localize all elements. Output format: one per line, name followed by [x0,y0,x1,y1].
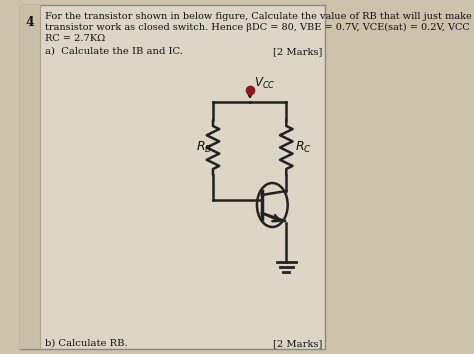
Text: a)  Calculate the IB and IC.: a) Calculate the IB and IC. [46,47,183,56]
Text: b) Calculate RB.: b) Calculate RB. [46,339,128,348]
Text: 4: 4 [26,16,35,29]
Text: $R_C$: $R_C$ [295,140,311,155]
FancyBboxPatch shape [19,5,40,349]
FancyBboxPatch shape [19,5,325,349]
Text: RC = 2.7KΩ: RC = 2.7KΩ [46,34,106,43]
Text: $V_{CC}$: $V_{CC}$ [254,76,276,91]
Text: [2 Marks]: [2 Marks] [273,47,323,56]
Text: transistor work as closed switch. Hence βDC = 80, VBE = 0.7V, VCE(sat) = 0.2V, V: transistor work as closed switch. Hence … [46,23,474,32]
Text: $R_B$: $R_B$ [196,140,212,155]
Text: [2 Marks]: [2 Marks] [273,339,323,348]
Text: For the transistor shown in below figure, Calculate the value of RB that will ju: For the transistor shown in below figure… [46,12,474,21]
